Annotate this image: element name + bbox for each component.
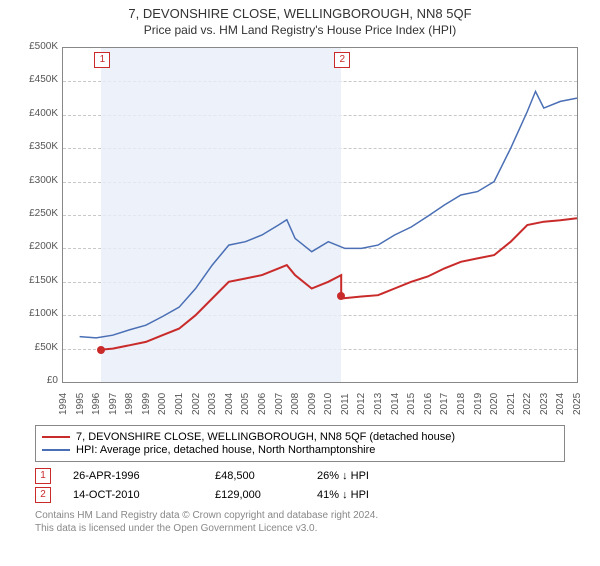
x-axis-tick: 2025: [572, 393, 600, 415]
transaction-price: £129,000: [215, 489, 295, 501]
y-axis-tick: £300K: [18, 176, 58, 186]
legend-swatch: [42, 449, 70, 451]
y-axis-tick: £100K: [18, 309, 58, 319]
transaction-marker-inline: 1: [35, 468, 51, 484]
line-series-svg: [63, 48, 577, 382]
transaction-price: £48,500: [215, 470, 295, 482]
y-axis-tick: £50K: [18, 343, 58, 353]
legend-row: HPI: Average price, detached house, Nort…: [42, 444, 558, 456]
plot-area: 12: [62, 47, 578, 383]
transaction-dot: [97, 346, 105, 354]
series-property: [102, 218, 578, 349]
chart-container: £0 £50K £100K £150K £200K £250K £300K £350K £400…: [18, 41, 582, 421]
y-axis-tick: £450K: [18, 75, 58, 85]
transaction-pct: 41% ↓ HPI: [317, 489, 427, 501]
legend-label: 7, DEVONSHIRE CLOSE, WELLINGBOROUGH, NN8…: [76, 431, 455, 443]
legend-swatch: [42, 436, 70, 438]
y-axis-tick: £150K: [18, 276, 58, 286]
transaction-marker: 2: [334, 52, 350, 68]
transaction-row: 1 26-APR-1996 £48,500 26% ↓ HPI: [35, 468, 565, 484]
transaction-marker-inline: 2: [35, 487, 51, 503]
transaction-pct: 26% ↓ HPI: [317, 470, 427, 482]
footnote-line-1: Contains HM Land Registry data © Crown c…: [35, 510, 378, 521]
y-axis-tick: £0: [18, 376, 58, 386]
legend-label: HPI: Average price, detached house, Nort…: [76, 444, 375, 456]
y-axis-tick: £250K: [18, 209, 58, 219]
transaction-marker: 1: [94, 52, 110, 68]
chart-title: 7, DEVONSHIRE CLOSE, WELLINGBOROUGH, NN8…: [0, 6, 600, 21]
transactions-table: 1 26-APR-1996 £48,500 26% ↓ HPI 2 14-OCT-2010…: [35, 468, 565, 503]
footnote: Contains HM Land Registry data © Crown c…: [35, 509, 565, 535]
chart-subtitle: Price paid vs. HM Land Registry's House …: [0, 23, 600, 37]
transaction-row: 2 14-OCT-2010 £129,000 41% ↓ HPI: [35, 487, 565, 503]
y-axis-tick: £400K: [18, 109, 58, 119]
y-axis-tick: £500K: [18, 42, 58, 52]
legend: 7, DEVONSHIRE CLOSE, WELLINGBOROUGH, NN8…: [35, 425, 565, 462]
footnote-line-2: This data is licensed under the Open Gov…: [35, 523, 317, 534]
transaction-date: 14-OCT-2010: [73, 489, 193, 501]
y-axis-tick: £200K: [18, 242, 58, 252]
transaction-date: 26-APR-1996: [73, 470, 193, 482]
transaction-dot: [337, 292, 345, 300]
series-hpi: [80, 91, 577, 338]
y-axis-tick: £350K: [18, 142, 58, 152]
legend-row: 7, DEVONSHIRE CLOSE, WELLINGBOROUGH, NN8…: [42, 431, 558, 443]
